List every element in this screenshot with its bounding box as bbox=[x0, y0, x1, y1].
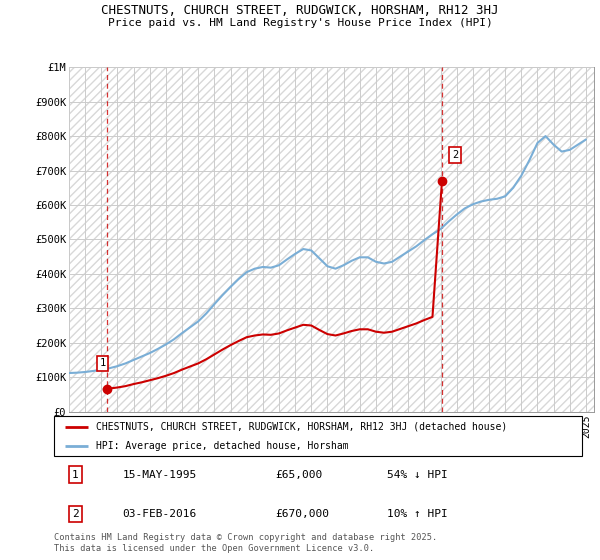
Text: CHESTNUTS, CHURCH STREET, RUDGWICK, HORSHAM, RH12 3HJ: CHESTNUTS, CHURCH STREET, RUDGWICK, HORS… bbox=[101, 4, 499, 17]
Text: 2: 2 bbox=[72, 509, 79, 519]
Text: Contains HM Land Registry data © Crown copyright and database right 2025.
This d: Contains HM Land Registry data © Crown c… bbox=[54, 533, 437, 553]
Text: 10% ↑ HPI: 10% ↑ HPI bbox=[386, 509, 448, 519]
Text: CHESTNUTS, CHURCH STREET, RUDGWICK, HORSHAM, RH12 3HJ (detached house): CHESTNUTS, CHURCH STREET, RUDGWICK, HORS… bbox=[96, 422, 508, 432]
Text: 15-MAY-1995: 15-MAY-1995 bbox=[122, 470, 197, 479]
Text: Price paid vs. HM Land Registry's House Price Index (HPI): Price paid vs. HM Land Registry's House … bbox=[107, 18, 493, 29]
Text: 2: 2 bbox=[452, 150, 458, 160]
Text: 54% ↓ HPI: 54% ↓ HPI bbox=[386, 470, 448, 479]
Text: HPI: Average price, detached house, Horsham: HPI: Average price, detached house, Hors… bbox=[96, 441, 349, 450]
Text: £65,000: £65,000 bbox=[276, 470, 323, 479]
Text: 1: 1 bbox=[72, 470, 79, 479]
Text: £670,000: £670,000 bbox=[276, 509, 330, 519]
Text: 1: 1 bbox=[100, 358, 106, 368]
Text: 03-FEB-2016: 03-FEB-2016 bbox=[122, 509, 197, 519]
